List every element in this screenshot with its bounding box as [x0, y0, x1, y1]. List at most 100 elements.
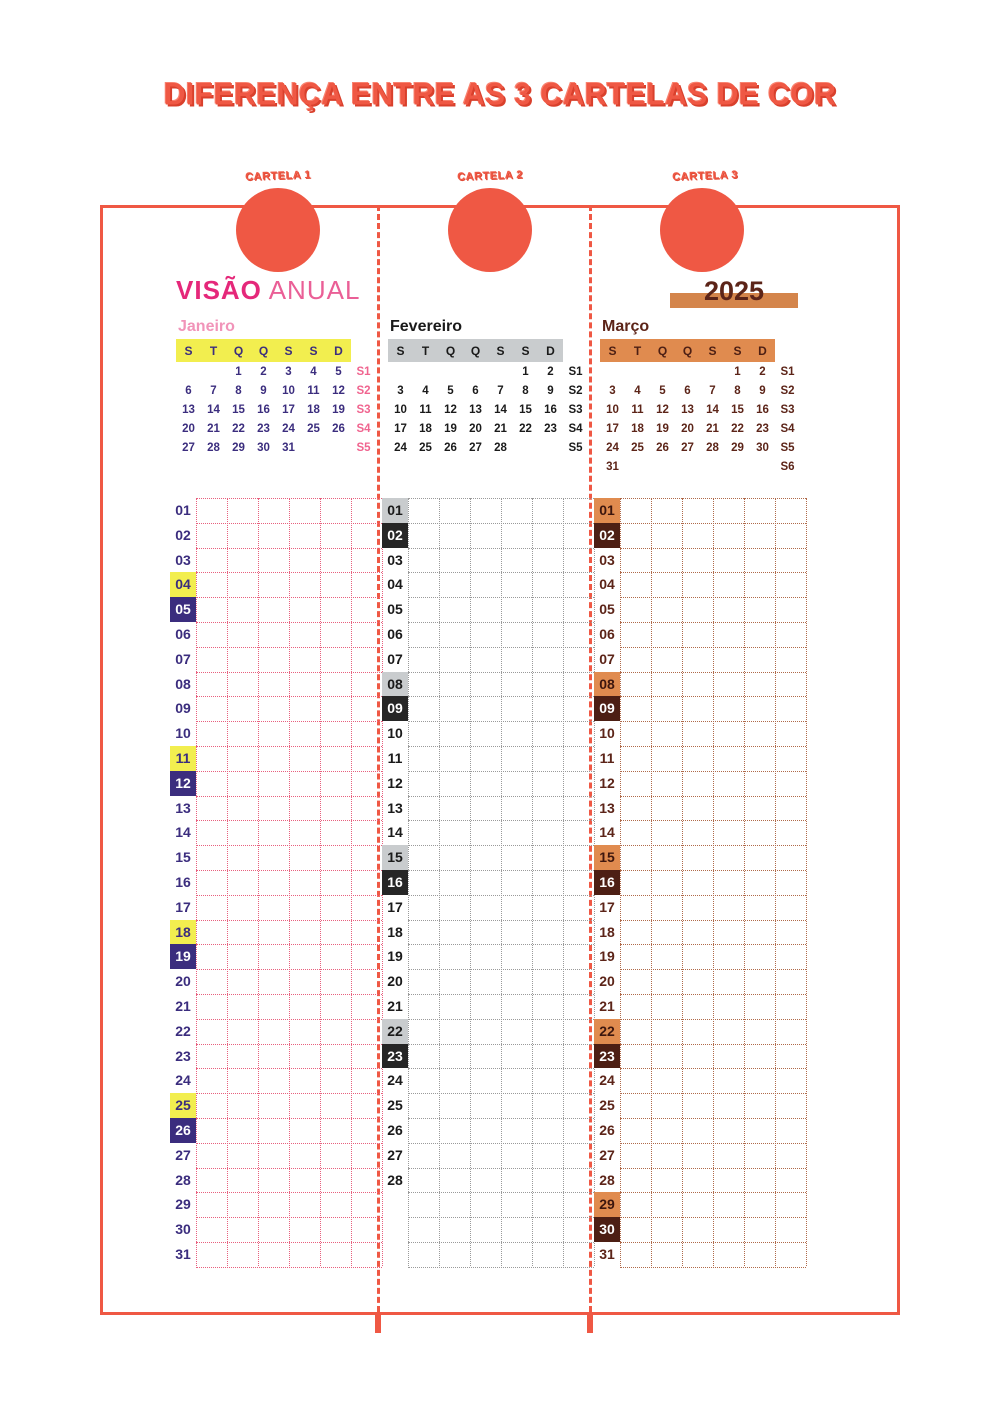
day-row-label[interactable]: 02: [594, 522, 620, 548]
day-row-label[interactable]: 12: [170, 770, 196, 796]
day-row-label[interactable]: 26: [599, 1121, 615, 1138]
mini-calendar-day-cell[interactable]: 6: [185, 384, 192, 397]
mini-calendar-day-cell[interactable]: [625, 457, 650, 476]
mini-calendar-day-cell[interactable]: 21: [706, 422, 719, 435]
mini-calendar-day-cell[interactable]: 21: [494, 422, 507, 435]
mini-calendar-day-cell[interactable]: 1: [235, 365, 242, 378]
mini-calendar-day-cell[interactable]: 8: [522, 384, 529, 397]
mini-calendar-day-cell[interactable]: 3: [397, 384, 404, 397]
day-row-label[interactable]: 18: [599, 923, 615, 940]
mini-calendar-day-cell[interactable]: 27: [469, 441, 482, 454]
mini-calendar-day-cell[interactable]: [201, 362, 226, 381]
mini-calendar-day-cell[interactable]: 1: [522, 365, 529, 378]
mini-calendar-day-cell[interactable]: 23: [756, 422, 769, 435]
day-row-label[interactable]: 11: [599, 749, 615, 766]
mini-calendar-day-cell[interactable]: 20: [469, 422, 482, 435]
day-row-label[interactable]: 18: [170, 919, 196, 945]
day-row-label[interactable]: 12: [599, 774, 615, 791]
mini-calendar-day-cell[interactable]: [388, 362, 413, 381]
day-row-label[interactable]: 07: [387, 650, 403, 667]
day-row-label[interactable]: 09: [594, 696, 620, 722]
mini-calendar-day-cell[interactable]: 28: [207, 441, 220, 454]
mini-calendar-day-cell[interactable]: 11: [631, 403, 644, 416]
day-row-label[interactable]: 03: [175, 551, 191, 568]
day-row-label[interactable]: 29: [594, 1192, 620, 1218]
mini-calendar-day-cell[interactable]: 3: [285, 365, 292, 378]
mini-calendar-day-cell[interactable]: 8: [734, 384, 741, 397]
mini-calendar-day-cell[interactable]: 13: [182, 403, 195, 416]
mini-calendar-day-cell[interactable]: 26: [332, 422, 345, 435]
mini-calendar-day-cell[interactable]: 29: [232, 441, 245, 454]
mini-calendar-day-cell[interactable]: [700, 457, 725, 476]
day-row-label[interactable]: 27: [599, 1146, 615, 1163]
mini-calendar-day-cell[interactable]: [488, 362, 513, 381]
day-row-label[interactable]: 02: [382, 522, 408, 548]
mini-calendar-day-cell[interactable]: 12: [444, 403, 457, 416]
mini-calendar-day-cell[interactable]: 30: [257, 441, 270, 454]
mini-calendar-day-cell[interactable]: 18: [631, 422, 644, 435]
mini-calendar-day-cell[interactable]: 2: [759, 365, 766, 378]
day-row-label[interactable]: 06: [175, 625, 191, 642]
day-row-label[interactable]: 15: [594, 845, 620, 870]
day-row-label[interactable]: 03: [387, 551, 403, 568]
day-row-label[interactable]: 17: [387, 898, 403, 915]
day-row-label[interactable]: 02: [175, 526, 191, 543]
mini-calendar-day-cell[interactable]: 6: [472, 384, 479, 397]
day-row-label[interactable]: 23: [594, 1043, 620, 1069]
mini-calendar-day-cell[interactable]: 23: [257, 422, 270, 435]
day-row-label[interactable]: 28: [175, 1171, 191, 1188]
mini-calendar-day-cell[interactable]: 9: [759, 384, 766, 397]
mini-calendar-day-cell[interactable]: 2: [547, 365, 554, 378]
mini-calendar-day-cell[interactable]: [176, 362, 201, 381]
mini-calendar-day-cell[interactable]: 22: [519, 422, 532, 435]
mini-calendar-day-cell[interactable]: [700, 362, 725, 381]
day-row-label[interactable]: 28: [599, 1171, 615, 1188]
mini-calendar-day-cell[interactable]: [675, 457, 700, 476]
day-row-label[interactable]: 23: [175, 1047, 191, 1064]
mini-calendar-day-cell[interactable]: [463, 362, 488, 381]
mini-calendar-day-cell[interactable]: 5: [659, 384, 666, 397]
mini-calendar-day-cell[interactable]: 22: [232, 422, 245, 435]
day-row-label[interactable]: 31: [175, 1245, 191, 1262]
mini-calendar-day-cell[interactable]: [675, 362, 700, 381]
day-row-label[interactable]: 26: [170, 1117, 196, 1143]
mini-calendar-day-cell[interactable]: [301, 438, 326, 457]
mini-calendar-day-cell[interactable]: 27: [182, 441, 195, 454]
day-row-label[interactable]: 22: [382, 1018, 408, 1044]
day-row-label[interactable]: 10: [175, 725, 191, 742]
day-row-label[interactable]: 06: [387, 625, 403, 642]
mini-calendar-day-cell[interactable]: 19: [444, 422, 457, 435]
day-row-label[interactable]: 19: [599, 948, 615, 965]
day-row-label[interactable]: 20: [599, 973, 615, 990]
day-row-label[interactable]: 11: [170, 745, 196, 771]
mini-calendar-day-cell[interactable]: 20: [182, 422, 195, 435]
day-row-label[interactable]: 05: [170, 597, 196, 622]
mini-calendar-day-cell[interactable]: 27: [681, 441, 694, 454]
day-row-label[interactable]: 27: [175, 1146, 191, 1163]
day-row-label[interactable]: 16: [594, 869, 620, 895]
mini-calendar-day-cell[interactable]: 4: [422, 384, 429, 397]
day-row-label[interactable]: 20: [387, 973, 403, 990]
day-row-label[interactable]: 14: [599, 824, 615, 841]
mini-calendar-day-cell[interactable]: 7: [709, 384, 716, 397]
day-row-label[interactable]: 24: [175, 1072, 191, 1089]
mini-calendar-day-cell[interactable]: 16: [257, 403, 270, 416]
mini-calendar-day-cell[interactable]: 25: [419, 441, 432, 454]
day-row-label[interactable]: 14: [175, 824, 191, 841]
mini-calendar-day-cell[interactable]: 14: [706, 403, 719, 416]
mini-calendar-day-cell[interactable]: 5: [335, 365, 342, 378]
mini-calendar-day-cell[interactable]: [513, 438, 538, 457]
mini-calendar-day-cell[interactable]: 24: [282, 422, 295, 435]
mini-calendar-day-cell[interactable]: 9: [547, 384, 554, 397]
mini-calendar-day-cell[interactable]: 2: [260, 365, 267, 378]
day-row-label[interactable]: 21: [175, 997, 191, 1014]
mini-calendar-day-cell[interactable]: 19: [656, 422, 669, 435]
day-row-label[interactable]: 25: [387, 1097, 403, 1114]
day-row-label[interactable]: 01: [382, 498, 408, 523]
day-row-label[interactable]: 04: [599, 576, 615, 593]
day-row-label[interactable]: 01: [594, 498, 620, 523]
day-row-label[interactable]: 05: [387, 601, 403, 618]
day-row-label[interactable]: 26: [387, 1121, 403, 1138]
palette-tab-2[interactable]: [448, 188, 532, 272]
mini-calendar-day-cell[interactable]: 7: [497, 384, 504, 397]
